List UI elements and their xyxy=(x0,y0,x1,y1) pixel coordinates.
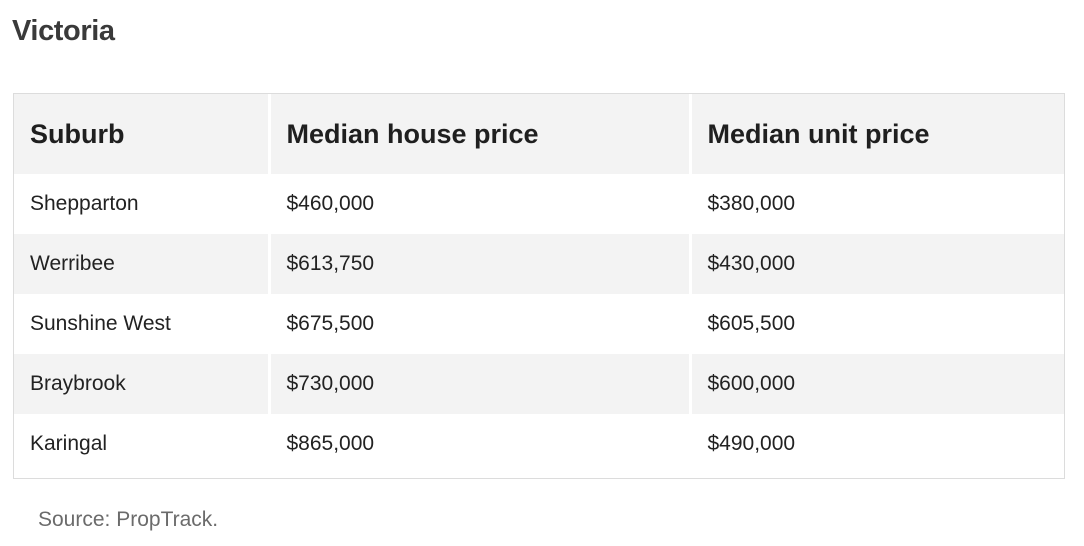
unit-price-cell: $430,000 xyxy=(688,234,1064,294)
column-header-median-unit-price: Median unit price xyxy=(688,94,1064,174)
table-header: Suburb Median house price Median unit pr… xyxy=(14,94,1064,174)
unit-price-cell: $490,000 xyxy=(688,414,1064,474)
suburb-cell: Shepparton xyxy=(14,174,269,234)
suburb-cell: Sunshine West xyxy=(14,294,269,354)
table-row: Shepparton $460,000 $380,000 xyxy=(14,174,1064,234)
price-table-container: Suburb Median house price Median unit pr… xyxy=(13,93,1065,479)
table-row: Braybrook $730,000 $600,000 xyxy=(14,354,1064,414)
unit-price-cell: $600,000 xyxy=(688,354,1064,414)
suburb-cell: Braybrook xyxy=(14,354,269,414)
column-header-median-house-price: Median house price xyxy=(267,94,690,174)
header-row: Suburb Median house price Median unit pr… xyxy=(14,94,1064,174)
section-title: Victoria xyxy=(12,15,115,47)
source-caption: Source: PropTrack. xyxy=(38,508,219,531)
house-price-cell: $460,000 xyxy=(267,174,690,234)
house-price-cell: $613,750 xyxy=(267,234,690,294)
unit-price-cell: $380,000 xyxy=(688,174,1064,234)
house-price-cell: $675,500 xyxy=(267,294,690,354)
unit-price-cell: $605,500 xyxy=(688,294,1064,354)
house-price-cell: $865,000 xyxy=(267,414,690,474)
suburb-cell: Werribee xyxy=(14,234,269,294)
suburb-cell: Karingal xyxy=(14,414,269,474)
table-row: Sunshine West $675,500 $605,500 xyxy=(14,294,1064,354)
house-price-cell: $730,000 xyxy=(267,354,690,414)
median-price-table: Suburb Median house price Median unit pr… xyxy=(14,94,1064,474)
table-body: Shepparton $460,000 $380,000 Werribee $6… xyxy=(14,174,1064,474)
column-header-suburb: Suburb xyxy=(14,94,269,174)
table-row: Werribee $613,750 $430,000 xyxy=(14,234,1064,294)
table-row: Karingal $865,000 $490,000 xyxy=(14,414,1064,474)
